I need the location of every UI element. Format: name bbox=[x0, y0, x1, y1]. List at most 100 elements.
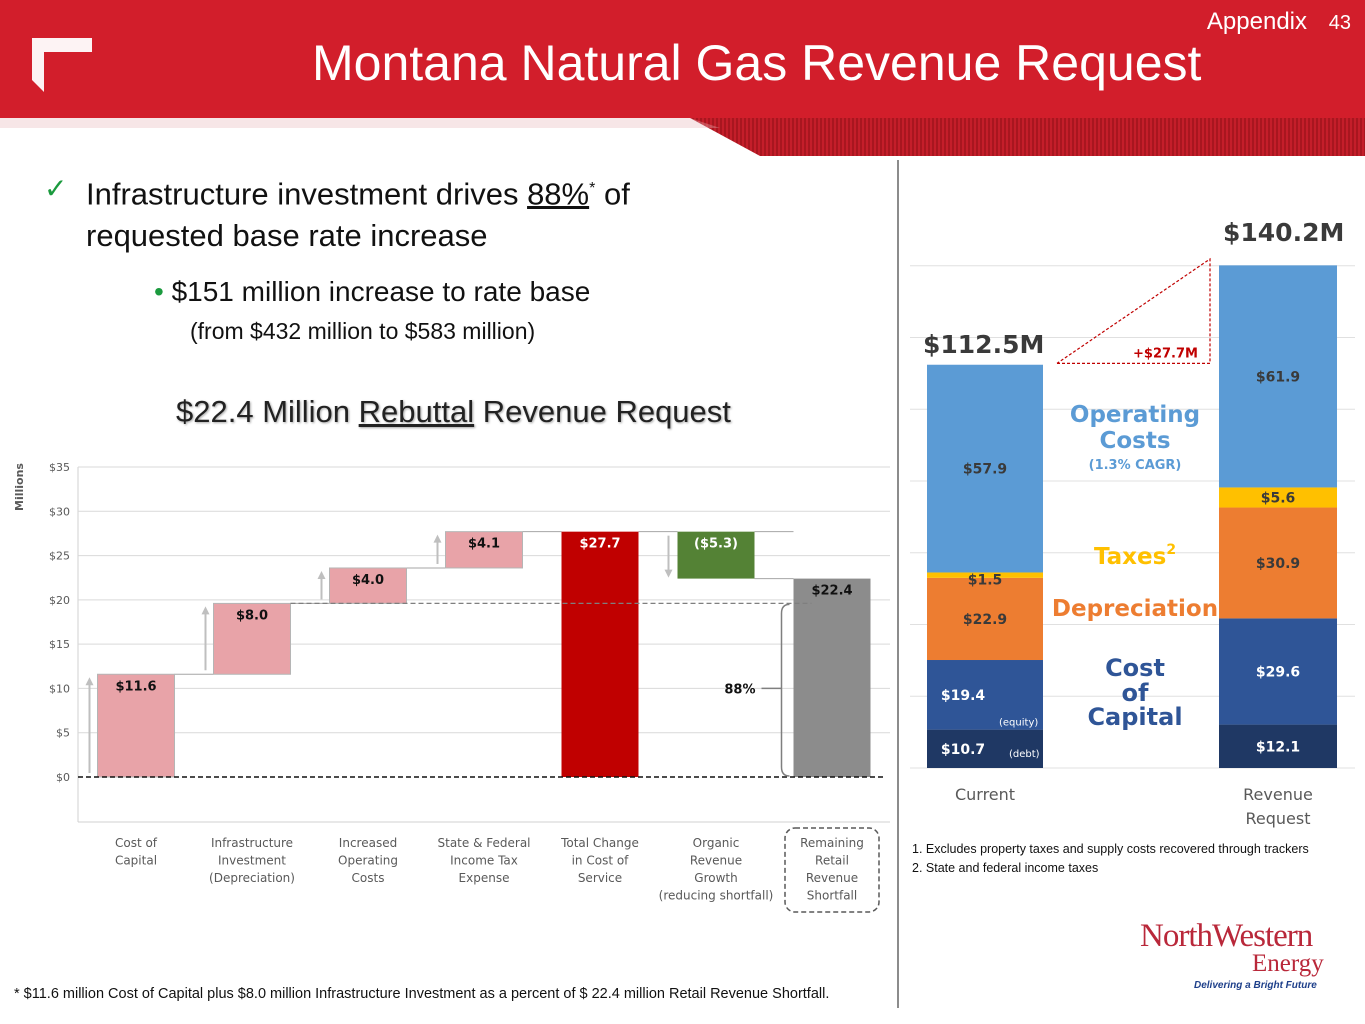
y-tick-label: $0 bbox=[56, 771, 70, 784]
highlight-box bbox=[784, 827, 880, 913]
legend-operating-2: Costs bbox=[1099, 428, 1170, 454]
segment-label: $12.1 bbox=[1256, 739, 1300, 755]
stacked-segment bbox=[1219, 487, 1337, 508]
northwestern-energy-logo: NorthWestern Energy Delivering a Bright … bbox=[1136, 918, 1340, 996]
sub-bullet-text: $151 million increase to rate base bbox=[171, 276, 591, 307]
debt-label: (debt) bbox=[1009, 749, 1040, 760]
stacked-segment bbox=[927, 364, 1043, 573]
x-category-line: Cost of bbox=[115, 836, 158, 850]
y-tick-label: $10 bbox=[49, 682, 70, 695]
x-category-label: Cost of Capital bbox=[115, 836, 158, 868]
legend-capital-2: of bbox=[1122, 679, 1149, 707]
legend-depreciation: Depreciation bbox=[1052, 596, 1218, 622]
waterfall-bar bbox=[677, 531, 755, 579]
x-category-line: Total Change bbox=[560, 836, 639, 850]
segment-label: $19.4 bbox=[941, 688, 986, 704]
data-label: $4.1 bbox=[468, 537, 500, 552]
x-category-line: (reducing shortfall) bbox=[659, 889, 774, 903]
logo-name: NorthWestern bbox=[1140, 918, 1313, 954]
segment-label: $5.6 bbox=[1261, 490, 1296, 506]
x-category-line: Infrastructure bbox=[211, 836, 293, 850]
x-category-line: Increased bbox=[339, 836, 397, 850]
share-bracket bbox=[780, 603, 790, 777]
x-category-line: Capital bbox=[115, 854, 157, 868]
x-category-label: State & Federal Income Tax Expense bbox=[438, 836, 531, 885]
x-category-label: Organic Revenue Growth (reducing shortfall) bbox=[659, 836, 774, 903]
y-tick-label: $35 bbox=[49, 461, 70, 474]
sub-bullet-detail: (from $432 million to $583 million) bbox=[190, 318, 536, 344]
x-category-line: Revenue bbox=[806, 871, 858, 885]
total-request: $140.2M bbox=[1223, 218, 1344, 247]
main-bullet-asterisk: * bbox=[589, 180, 596, 197]
x-category-line: Costs bbox=[352, 871, 385, 885]
x-category-line: Remaining bbox=[800, 836, 864, 850]
share-annotation: 88% bbox=[724, 682, 755, 697]
x-category-line: Revenue bbox=[690, 854, 742, 868]
x-category-label: Request bbox=[1246, 809, 1311, 828]
x-category-line: Investment bbox=[218, 854, 286, 868]
page-number: 43 bbox=[1328, 12, 1351, 34]
appendix-label: Appendix bbox=[1206, 8, 1307, 35]
waterfall-bar bbox=[97, 673, 175, 778]
data-label: $27.7 bbox=[579, 537, 620, 552]
main-bullet-text: Infrastructure investment drives bbox=[86, 176, 528, 212]
waterfall-title-pre: $22.4 Million bbox=[176, 394, 359, 429]
legend-capital-3: Capital bbox=[1087, 703, 1182, 731]
y-tick-label: $20 bbox=[49, 594, 70, 607]
company-mark-icon bbox=[32, 38, 92, 92]
increase-arrowhead bbox=[201, 606, 210, 615]
waterfall-bar bbox=[329, 567, 407, 604]
logo-name-2: Energy bbox=[1252, 950, 1324, 977]
waterfall-title-post: Revenue Request bbox=[474, 394, 731, 429]
x-category-line: (Depreciation) bbox=[209, 871, 295, 885]
data-label: ($5.3) bbox=[694, 537, 738, 552]
x-category-line: State & Federal bbox=[438, 836, 531, 850]
legend-taxes: Taxes2 bbox=[1094, 542, 1176, 570]
stacked-segment bbox=[1219, 618, 1337, 725]
legend-operating-1: Operating bbox=[1070, 402, 1200, 428]
y-tick-label: $5 bbox=[56, 727, 70, 740]
difference-label: +$27.7M bbox=[1133, 346, 1198, 361]
x-category-line: Expense bbox=[459, 871, 510, 885]
vertical-divider bbox=[897, 160, 899, 1008]
waterfall-bar bbox=[213, 602, 291, 675]
main-bullet-text-end: of requested base rate increase bbox=[86, 176, 630, 254]
data-label: $22.4 bbox=[811, 584, 852, 599]
x-category-line: Operating bbox=[338, 854, 398, 868]
waterfall-title-underlined: Rebuttal bbox=[358, 394, 475, 429]
main-bullet-percent: 88% bbox=[527, 176, 590, 212]
waterfall-bar bbox=[561, 531, 639, 777]
x-category-label: Current bbox=[955, 785, 1015, 804]
difference-triangle bbox=[1056, 257, 1211, 364]
waterfall-bar bbox=[793, 578, 871, 777]
y-tick-label: $15 bbox=[49, 638, 70, 651]
decrease-arrowhead bbox=[664, 569, 673, 578]
note-2: 2. State and federal income taxes bbox=[912, 861, 1099, 875]
x-category-line: Income Tax bbox=[450, 854, 518, 868]
y-axis-label: Millions bbox=[13, 463, 26, 511]
stacked-segment bbox=[927, 660, 1043, 730]
equity-label: (equity) bbox=[999, 718, 1038, 729]
stacked-segment bbox=[927, 729, 1043, 768]
data-label: $8.0 bbox=[236, 608, 268, 623]
waterfall-title: $22.4 Million Rebuttal Revenue Request bbox=[176, 394, 731, 430]
x-category-label: Increased Operating Costs bbox=[338, 836, 398, 885]
sub-bullet: • $151 million increase to rate base bbox=[154, 276, 590, 308]
x-category-label: Total Change in Cost of Service bbox=[560, 836, 639, 885]
segment-label: $61.9 bbox=[1256, 369, 1300, 385]
stacked-segment bbox=[1219, 265, 1337, 488]
x-category-label: Revenue bbox=[1243, 785, 1313, 804]
data-label: $4.0 bbox=[352, 573, 384, 588]
x-category-line: Retail bbox=[815, 854, 849, 868]
x-category-label: Remaining Retail Revenue Shortfall bbox=[800, 836, 864, 903]
x-category-line: Organic bbox=[693, 836, 740, 850]
header-banner: Montana Natural Gas Revenue Request Appe… bbox=[0, 0, 1365, 118]
x-category-line: Growth bbox=[694, 871, 737, 885]
increase-arrowhead bbox=[85, 677, 94, 686]
segment-label: $29.6 bbox=[1256, 664, 1300, 680]
sub-bullet-dot: • bbox=[154, 276, 164, 307]
legend-capital-1: Cost bbox=[1105, 654, 1165, 682]
stacked-bar-chart: $10.7 $12.1 $19.4 $29.6 $22.9 $30.9 $1.5 $5.6 $5… bbox=[910, 218, 1355, 828]
increase-arrowhead bbox=[317, 570, 326, 579]
waterfall-chart: $0 $5 $10 $15 $20 $25 $30 $35 Millions $11.6 $8.0 $… bbox=[13, 461, 890, 913]
